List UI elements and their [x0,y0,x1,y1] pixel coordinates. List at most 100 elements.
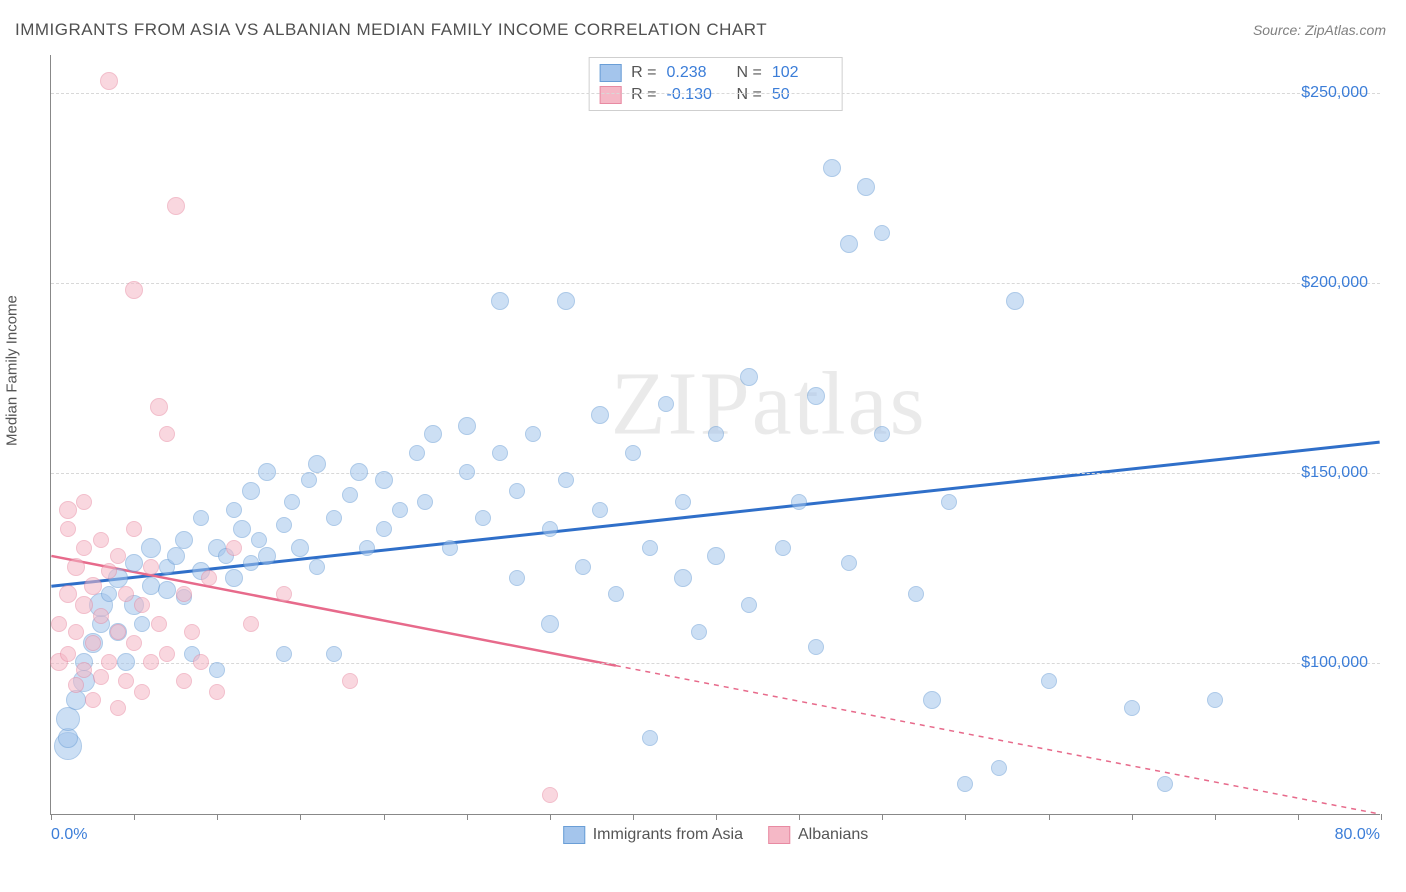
scatter-point [542,787,558,803]
scatter-point [176,586,192,602]
scatter-point [66,690,86,710]
n-label: N = [737,64,762,82]
x-tick-mark [467,814,468,820]
scatter-point [741,597,757,613]
scatter-point [126,635,142,651]
scatter-point [110,624,126,640]
scatter-point [100,72,118,90]
scatter-point [56,707,80,731]
y-axis-label: Median Family Income [4,295,21,446]
scatter-point [857,178,875,196]
scatter-point [276,646,292,662]
scatter-point [625,445,641,461]
y-tick-label: $100,000 [1301,654,1368,672]
scatter-point [276,517,292,533]
x-tick-mark [134,814,135,820]
x-tick-mark [550,814,551,820]
scatter-point [923,691,941,709]
scatter-point [309,559,325,575]
scatter-point [193,654,209,670]
legend-item: Immigrants from Asia [563,826,743,844]
scatter-point [674,569,692,587]
n-label: N = [737,86,762,104]
x-tick-mark [300,814,301,820]
x-tick-mark [384,814,385,820]
scatter-point [791,494,807,510]
scatter-point [642,540,658,556]
scatter-point [359,540,375,556]
scatter-point [442,540,458,556]
legend-swatch [563,826,585,844]
scatter-point [376,521,392,537]
scatter-point [258,463,276,481]
scatter-point [808,639,824,655]
scatter-point [708,426,724,442]
legend-swatch [599,64,621,82]
scatter-point [75,596,93,614]
gridline-h [51,93,1380,94]
n-value: 50 [772,86,832,104]
scatter-point [125,554,143,572]
scatter-point [941,494,957,510]
scatter-point [93,608,109,624]
scatter-point [1157,776,1173,792]
scatter-point [242,482,260,500]
x-axis-min-label: 0.0% [51,826,87,844]
scatter-point [85,692,101,708]
trend-line-dashed [616,666,1380,814]
scatter-point [226,502,242,518]
scatter-point [243,555,259,571]
scatter-point [233,520,251,538]
scatter-point [326,646,342,662]
n-value: 102 [772,64,832,82]
x-tick-mark [1381,814,1382,820]
scatter-point [417,494,433,510]
x-tick-mark [633,814,634,820]
scatter-point [193,510,209,526]
scatter-point [807,387,825,405]
legend-label: Immigrants from Asia [593,826,743,844]
scatter-point [184,624,200,640]
scatter-point [159,426,175,442]
x-tick-mark [882,814,883,820]
scatter-point [284,494,300,510]
scatter-point [175,531,193,549]
scatter-point [176,673,192,689]
scatter-point [76,494,92,510]
stats-row: R =-0.130N =50 [599,84,832,106]
scatter-point [201,570,217,586]
scatter-point [1207,692,1223,708]
x-axis-max-label: 80.0% [1335,826,1380,844]
scatter-point [558,472,574,488]
scatter-point [117,653,135,671]
stats-row: R =0.238N =102 [599,62,832,84]
scatter-point [68,624,84,640]
scatter-point [143,654,159,670]
x-tick-mark [1132,814,1133,820]
source-attribution: Source: ZipAtlas.com [1253,22,1386,38]
legend-swatch [599,86,621,104]
scatter-point [209,684,225,700]
scatter-point [908,586,924,602]
scatter-point [492,445,508,461]
x-tick-mark [51,814,52,820]
legend-swatch [768,826,790,844]
x-tick-mark [716,814,717,820]
scatter-point [375,471,393,489]
scatter-point [675,494,691,510]
scatter-point [342,673,358,689]
scatter-point [76,540,92,556]
scatter-point [60,521,76,537]
scatter-point [134,684,150,700]
y-tick-label: $150,000 [1301,464,1368,482]
scatter-point [458,417,476,435]
scatter-point [575,559,591,575]
scatter-point [823,159,841,177]
scatter-point [392,502,408,518]
scatter-point [542,521,558,537]
scatter-point [740,368,758,386]
x-tick-mark [799,814,800,820]
x-tick-mark [217,814,218,820]
scatter-point [840,235,858,253]
plot-area: ZIPatlas R =0.238N =102R =-0.130N =50 Im… [50,55,1380,815]
